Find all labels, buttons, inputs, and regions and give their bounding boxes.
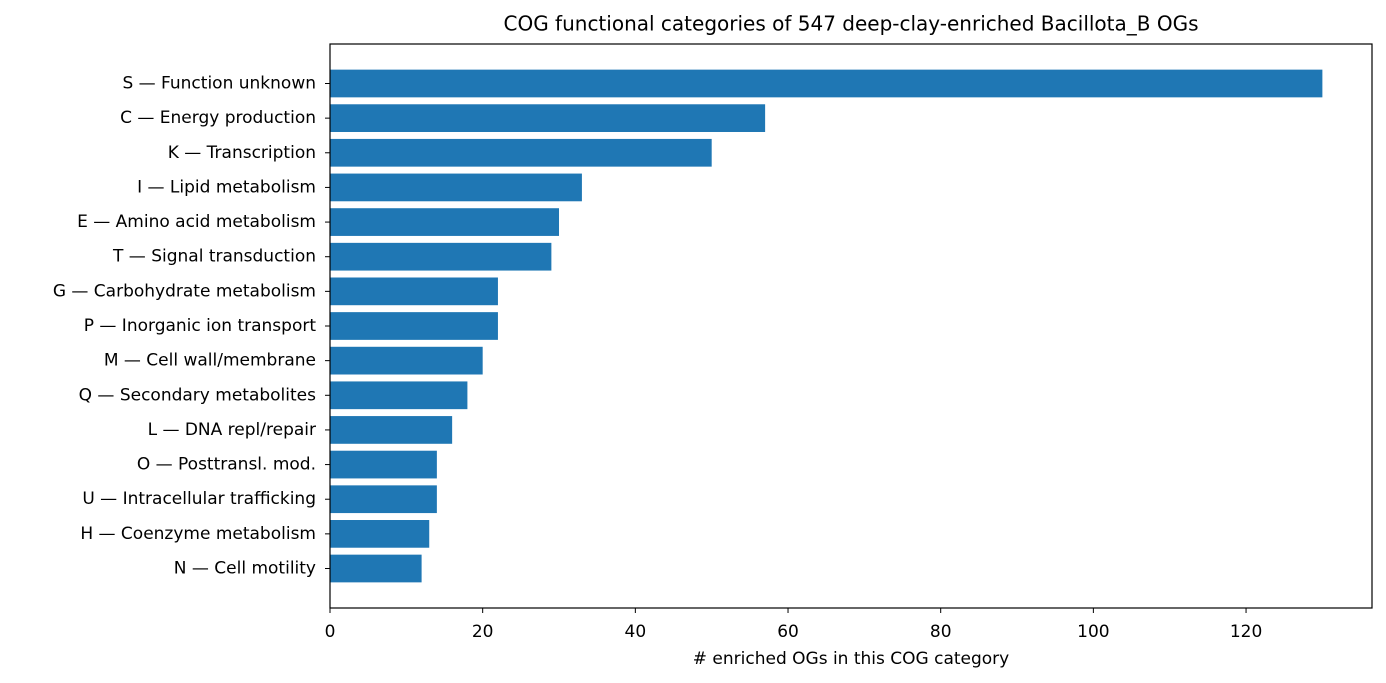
y-tick-label: E — Amino acid metabolism — [77, 212, 316, 232]
x-tick-label: 120 — [1230, 622, 1262, 642]
y-tick-label: C — Energy production — [120, 108, 316, 128]
y-tick-label: U — Intracellular trafficking — [82, 489, 316, 509]
bar — [330, 312, 498, 340]
y-tick-label: Q — Secondary metabolites — [79, 385, 316, 405]
x-tick-label: 100 — [1077, 622, 1109, 642]
bar — [330, 277, 498, 306]
x-axis-label: # enriched OGs in this COG category — [693, 649, 1009, 669]
y-tick-label: T — Signal transduction — [112, 247, 316, 267]
y-tick-label: L — DNA repl/repair — [148, 420, 316, 440]
bar — [330, 173, 582, 202]
plot-frame — [329, 43, 1373, 609]
bar — [330, 138, 712, 167]
bar — [330, 242, 552, 271]
x-tick-label: 20 — [472, 622, 494, 642]
bar — [330, 416, 453, 444]
y-tick-label: M — Cell wall/membrane — [104, 351, 316, 371]
y-tick-label: I — Lipid metabolism — [137, 177, 316, 197]
y-tick-label: K — Transcription — [168, 143, 316, 163]
y-tick-label: S — Function unknown — [122, 73, 316, 93]
y-tick-label: G — Carbohydrate metabolism — [53, 281, 316, 301]
bar — [330, 104, 766, 132]
bar — [330, 381, 468, 410]
chart-title: COG functional categories of 547 deep-cl… — [503, 12, 1198, 36]
x-tick-label: 0 — [325, 622, 336, 642]
bar — [330, 520, 430, 548]
y-tick-label: O — Posttransl. mod. — [137, 455, 316, 475]
y-tick-label: N — Cell motility — [174, 559, 316, 579]
bar — [330, 346, 483, 375]
bar — [330, 450, 437, 479]
bar — [330, 208, 560, 236]
y-tick-label: P — Inorganic ion transport — [84, 316, 317, 336]
bar — [330, 554, 422, 583]
x-tick-label: 80 — [930, 622, 952, 642]
x-tick-label: 40 — [625, 622, 647, 642]
x-tick-label: 60 — [777, 622, 799, 642]
y-tick-label: H — Coenzyme metabolism — [80, 524, 316, 544]
bar — [330, 485, 437, 514]
bar — [330, 69, 1323, 98]
